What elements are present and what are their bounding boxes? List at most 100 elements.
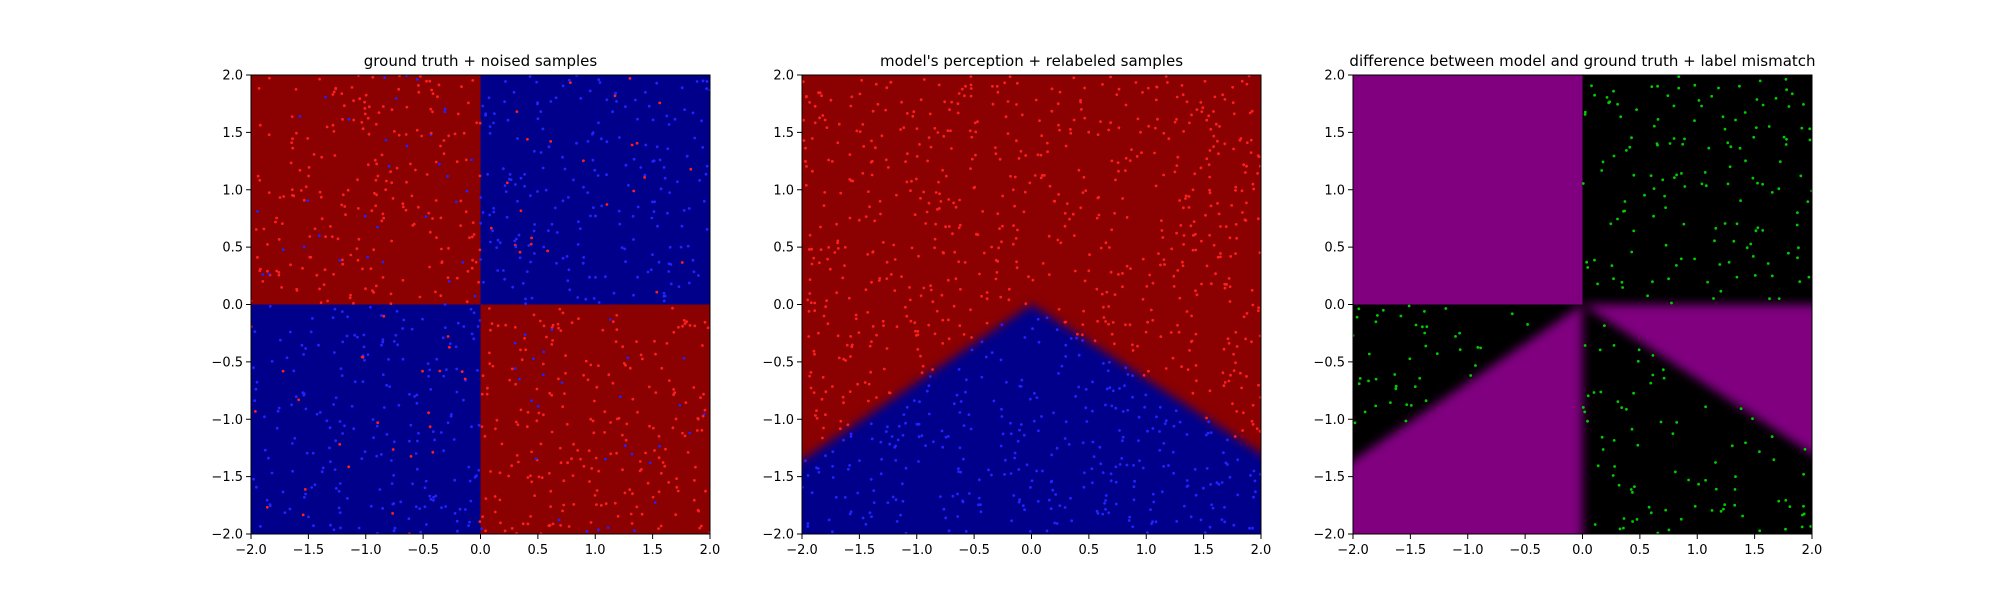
sample-point — [1108, 246, 1111, 249]
sample-point — [1008, 75, 1012, 78]
sample-point — [915, 155, 919, 158]
sample-point — [503, 277, 506, 281]
sample-point — [503, 529, 507, 533]
sample-point — [597, 528, 600, 532]
sample-point — [415, 401, 419, 405]
sample-point — [276, 409, 280, 413]
sample-point — [515, 237, 518, 241]
sample-point — [1680, 172, 1683, 175]
sample-point — [385, 179, 388, 183]
sample-point — [576, 243, 580, 246]
sample-point — [848, 153, 852, 157]
sample-point — [1142, 373, 1146, 377]
sample-point — [1029, 486, 1032, 489]
sample-point — [586, 140, 590, 143]
sample-point — [823, 191, 827, 194]
sample-point — [454, 345, 458, 349]
sample-point — [941, 318, 945, 322]
sample-point — [489, 226, 493, 230]
sample-point — [427, 374, 430, 378]
sample-point — [1072, 118, 1076, 122]
sample-point — [918, 143, 921, 146]
sample-point — [1036, 153, 1040, 157]
sample-point — [529, 242, 533, 246]
sample-point — [391, 502, 395, 506]
sample-point — [447, 246, 450, 250]
sample-point — [1031, 327, 1034, 330]
sample-point — [939, 200, 943, 203]
sample-point — [629, 512, 633, 516]
sample-point — [958, 446, 962, 450]
sample-point — [824, 413, 827, 417]
sample-point — [654, 391, 658, 394]
sample-point — [481, 515, 484, 519]
sample-point — [344, 213, 347, 217]
sample-point — [1235, 236, 1239, 240]
sample-point — [305, 451, 309, 455]
sample-point — [947, 318, 950, 322]
sample-point — [568, 288, 572, 292]
sample-point — [677, 285, 681, 288]
sample-point — [352, 301, 355, 305]
sample-point — [1228, 300, 1232, 303]
sample-point — [863, 381, 867, 384]
sample-point — [299, 189, 303, 192]
sample-point — [1169, 331, 1173, 334]
sample-point — [254, 228, 258, 231]
sample-point — [980, 340, 984, 344]
sample-point — [1081, 339, 1084, 342]
sample-point — [1091, 440, 1095, 444]
sample-point — [418, 507, 422, 510]
sample-point — [879, 212, 882, 216]
sample-point — [513, 325, 517, 329]
sample-point — [438, 162, 441, 166]
sample-point — [567, 268, 571, 272]
sample-point — [557, 518, 561, 522]
sample-point — [491, 364, 495, 368]
sample-point — [375, 424, 379, 428]
sample-point — [1047, 498, 1051, 502]
sample-point — [1620, 280, 1624, 284]
sample-point — [1058, 504, 1062, 507]
sample-point — [369, 305, 372, 309]
sample-point — [300, 343, 304, 347]
sample-point — [338, 420, 342, 423]
sample-point — [577, 220, 580, 224]
sample-point — [904, 421, 907, 425]
sample-point — [539, 151, 543, 154]
sample-point — [636, 275, 639, 279]
sample-point — [909, 189, 912, 193]
sample-point — [1194, 248, 1198, 252]
sample-point — [1253, 479, 1257, 483]
sample-point — [994, 277, 998, 281]
sample-point — [1023, 336, 1027, 339]
sample-point — [1220, 481, 1224, 484]
sample-point — [1139, 130, 1142, 134]
sample-point — [951, 494, 955, 498]
sample-point — [439, 144, 442, 148]
sample-point — [1163, 422, 1167, 426]
sample-point — [1178, 420, 1182, 424]
sample-point — [1163, 263, 1166, 266]
sample-point — [910, 246, 914, 250]
sample-point — [385, 433, 389, 436]
sample-point — [1171, 356, 1175, 360]
sample-point — [304, 185, 308, 189]
sample-point — [361, 267, 364, 271]
sample-point — [1011, 242, 1015, 246]
sample-point — [566, 461, 569, 465]
sample-point — [586, 378, 590, 382]
sample-point — [357, 237, 361, 241]
sample-point — [996, 90, 1000, 94]
sample-point — [1706, 280, 1709, 284]
sample-point — [1216, 139, 1219, 143]
sample-point — [550, 430, 554, 434]
sample-point — [917, 254, 920, 258]
sample-point — [813, 309, 817, 312]
sample-point — [805, 95, 808, 98]
x-tick-label: −1.0 — [350, 543, 382, 558]
sample-point — [870, 515, 873, 519]
sample-point — [462, 131, 466, 135]
sample-point — [1703, 171, 1707, 174]
sample-point — [644, 90, 647, 94]
